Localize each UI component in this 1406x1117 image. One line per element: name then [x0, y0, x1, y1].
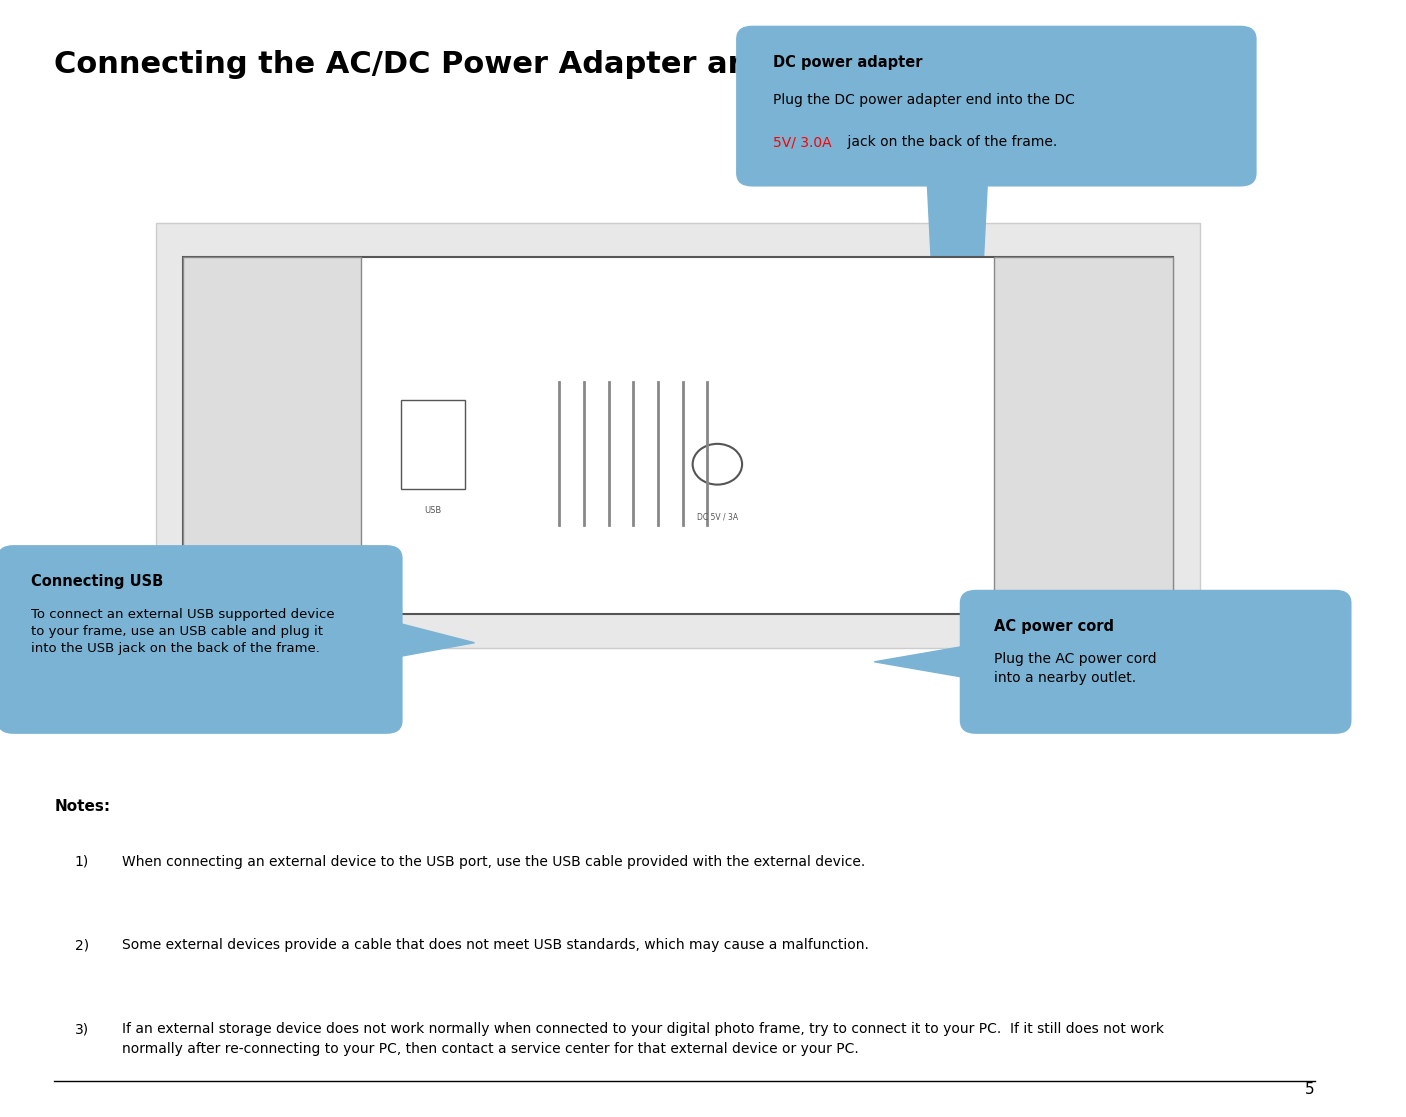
Text: When connecting an external device to the USB port, use the USB cable provided w: When connecting an external device to th…: [122, 855, 865, 869]
Text: DC 5V / 3A: DC 5V / 3A: [697, 513, 738, 522]
Polygon shape: [927, 173, 988, 508]
Text: To connect an external USB supported device
to your frame, use an USB cable and : To connect an external USB supported dev…: [31, 608, 335, 655]
Text: jack on the back of the frame.: jack on the back of the frame.: [844, 135, 1057, 150]
Bar: [183, 257, 1173, 614]
Text: Notes:: Notes:: [55, 799, 110, 813]
Text: USB: USB: [423, 506, 441, 515]
Bar: [401, 400, 465, 489]
Text: Connecting USB: Connecting USB: [31, 574, 163, 589]
Text: 1): 1): [75, 855, 89, 869]
Text: Plug the AC power cord
into a nearby outlet.: Plug the AC power cord into a nearby out…: [994, 652, 1156, 685]
Text: DC power adapter: DC power adapter: [773, 55, 922, 69]
Polygon shape: [875, 645, 976, 679]
Bar: [183, 257, 361, 614]
Text: 5V/ 3.0A: 5V/ 3.0A: [773, 135, 831, 150]
FancyBboxPatch shape: [737, 26, 1257, 187]
Text: Connecting the AC/DC Power Adapter and USB cable: Connecting the AC/DC Power Adapter and U…: [55, 50, 953, 79]
Polygon shape: [387, 620, 474, 659]
Text: 2): 2): [75, 938, 89, 953]
Text: 5: 5: [1305, 1082, 1315, 1097]
Text: 3): 3): [75, 1022, 89, 1037]
Text: Some external devices provide a cable that does not meet USB standards, which ma: Some external devices provide a cable th…: [122, 938, 869, 953]
Bar: [156, 223, 1199, 648]
Text: AC power cord: AC power cord: [994, 619, 1114, 633]
Text: Plug the DC power adapter end into the DC: Plug the DC power adapter end into the D…: [773, 93, 1078, 107]
Bar: [994, 257, 1173, 614]
FancyBboxPatch shape: [0, 545, 402, 734]
Circle shape: [693, 443, 742, 485]
FancyBboxPatch shape: [960, 590, 1351, 734]
Text: If an external storage device does not work normally when connected to your digi: If an external storage device does not w…: [122, 1022, 1164, 1056]
